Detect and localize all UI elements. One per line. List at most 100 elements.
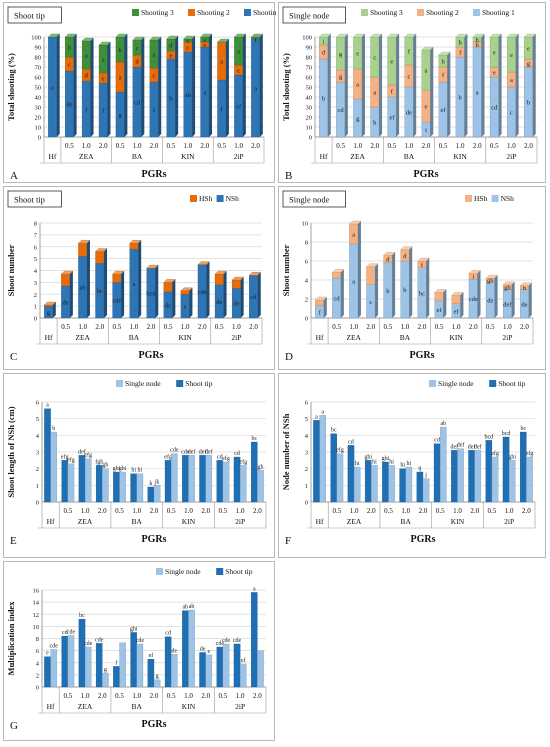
bar — [347, 445, 355, 503]
bar-side — [515, 34, 519, 137]
x-tick-label: 0.5 — [435, 323, 444, 331]
data-label: def — [468, 443, 476, 450]
bar-side — [396, 34, 400, 137]
data-label: f — [221, 106, 224, 113]
bar — [50, 431, 57, 503]
y-tick-label: 10 — [33, 624, 40, 631]
x-tick-label: 1.0 — [405, 142, 414, 150]
bar — [180, 290, 190, 295]
x-tick-label: 1.0 — [353, 142, 362, 150]
group-label: ZEA — [78, 702, 93, 711]
data-label: j — [424, 473, 427, 479]
data-label: cde — [136, 638, 145, 644]
bar — [67, 635, 75, 688]
bar-side — [175, 36, 179, 137]
data-label: a — [352, 231, 355, 238]
x-tick-label: 2.0 — [253, 692, 262, 700]
x-tick-label: 1.0 — [456, 142, 465, 150]
group-label: KIN — [182, 517, 196, 526]
bar — [231, 279, 241, 289]
y-tick-label: 5 — [34, 256, 37, 263]
y-tick-label: 5 — [36, 416, 39, 423]
y-tick-label: 3 — [305, 450, 308, 457]
data-label: de — [66, 102, 72, 109]
data-label: def — [188, 448, 196, 455]
bar — [129, 243, 139, 250]
legend-label: Single node — [438, 379, 474, 388]
x-tick-label: 2.0 — [470, 507, 479, 515]
data-label: f — [153, 107, 156, 114]
bar-side — [158, 37, 162, 137]
bar — [485, 440, 493, 503]
x-tick-label: 1.0 — [507, 142, 516, 150]
y-tick-label: 6 — [36, 400, 40, 407]
data-label: ab — [80, 285, 86, 292]
x-tick-label: 0.5 — [116, 142, 125, 150]
bar — [222, 461, 230, 503]
data-label: cde — [198, 289, 207, 296]
panel-letter: C — [10, 351, 17, 363]
data-label: ef — [241, 657, 246, 664]
group-label: KIN — [449, 333, 463, 342]
bar-side — [141, 37, 145, 137]
data-label: e — [169, 53, 172, 60]
bar-side — [69, 271, 73, 318]
data-label: def — [78, 448, 86, 455]
group-label: KIN — [178, 333, 192, 342]
bar-side — [532, 34, 536, 137]
y-tick-label: 2 — [305, 297, 308, 304]
data-label: def — [451, 443, 459, 450]
legend-label: Shooting 1 — [482, 8, 515, 17]
data-label: i — [323, 39, 325, 46]
data-label: efg — [84, 452, 92, 459]
data-label: f — [254, 37, 257, 44]
data-label: efg — [239, 458, 247, 465]
bar-side — [86, 240, 90, 318]
data-label: e — [237, 68, 240, 75]
bar — [315, 299, 324, 306]
x-tick-label: 0.5 — [217, 142, 226, 150]
bar-side — [121, 271, 125, 318]
x-tick-label: 1.0 — [132, 507, 141, 515]
chart-title: Single node — [289, 11, 330, 21]
y-tick-label: 5 — [305, 416, 308, 423]
data-label: f — [442, 72, 445, 79]
data-label: cde — [50, 643, 59, 649]
bar — [113, 666, 120, 688]
data-label: a — [373, 90, 376, 97]
x-tick-label: 0.5 — [332, 507, 341, 515]
x-tick-label: 1.0 — [78, 323, 87, 331]
y-tick-label: 4 — [36, 433, 40, 440]
bar-top — [370, 33, 383, 38]
data-label: e — [390, 59, 393, 66]
panel-d: 0 2 4 6 8 10 f cd a a c b d b d bc f ef ef cde i de gh def gh de h… — [278, 186, 546, 370]
data-label: bc — [419, 290, 425, 297]
data-label: gh — [504, 285, 511, 292]
bar — [214, 273, 224, 285]
data-label: hi — [372, 459, 377, 465]
x-tick-label: 0.5 — [167, 692, 176, 700]
data-label: a — [46, 403, 49, 409]
data-label: c — [186, 45, 189, 52]
y-tick-label: 70 — [35, 65, 42, 72]
data-label: e — [493, 50, 496, 57]
bar — [102, 468, 109, 503]
legend-label: Single node — [125, 379, 161, 388]
legend-swatch — [216, 195, 224, 202]
data-label: de — [165, 302, 171, 309]
data-label: h — [441, 59, 445, 66]
bar-side — [460, 292, 464, 318]
panel-e: 0 1 2 3 4 5 6 a b efg efg def efg fgh gh ghi ghi hi hi k jk e… — [3, 373, 275, 558]
data-label: a — [352, 278, 355, 285]
bar — [95, 643, 103, 688]
bar-top — [455, 33, 468, 38]
data-label: bc — [79, 613, 85, 619]
bar — [136, 473, 144, 503]
x-tick-label: 2.0 — [422, 142, 431, 150]
bar-side — [375, 263, 379, 318]
legend-swatch — [489, 380, 497, 387]
group-label: BA — [404, 152, 415, 161]
bar-side — [138, 240, 142, 318]
panel-letter: F — [285, 535, 291, 547]
bar — [257, 470, 264, 503]
